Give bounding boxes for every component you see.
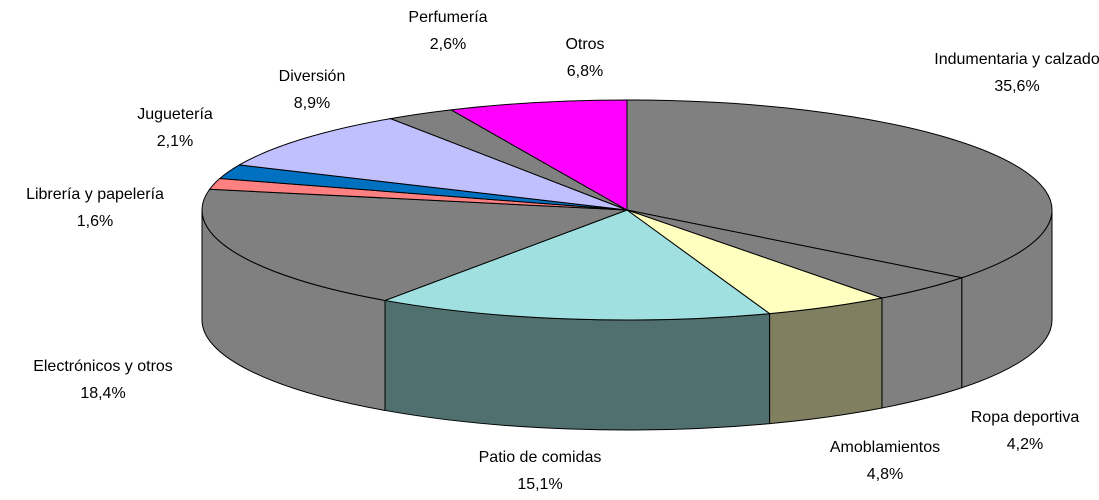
slice: [237, 118, 628, 211]
slice: [201, 188, 628, 301]
slice-label: Ropa deportiva: [971, 409, 1080, 426]
slice: [383, 209, 771, 321]
slice-value-label: 35,6%: [994, 78, 1039, 95]
slice-value-label: 15,1%: [517, 476, 562, 493]
slice-value-label: 2,1%: [157, 133, 193, 150]
slice: [449, 99, 628, 211]
slice-label: Librería y papelería: [26, 186, 164, 203]
slice-value-label: 6,8%: [567, 63, 603, 80]
slice-label: Patio de comidas: [479, 449, 602, 466]
slice-value-label: 1,6%: [77, 213, 113, 230]
slice-label: Indumentaria y calzado: [934, 51, 1099, 68]
slice-label: Otros: [565, 36, 604, 53]
slice-label: Amoblamientos: [830, 439, 940, 456]
slice-value-label: 18,4%: [80, 385, 125, 402]
slice-side: [769, 297, 883, 425]
slice: [626, 99, 1053, 279]
slice-side: [384, 299, 771, 431]
slice-label: Diversión: [279, 68, 346, 85]
slice-value-label: 2,6%: [430, 36, 466, 53]
slice-label: Electrónicos y otros: [33, 358, 173, 375]
slice-label: Perfumería: [408, 9, 487, 26]
slice-value-label: 4,8%: [867, 466, 903, 483]
slice-value-label: 4,2%: [1007, 436, 1043, 453]
slice-label: Juguetería: [137, 106, 213, 123]
slice-value-label: 8,9%: [294, 95, 330, 112]
slice-side: [881, 277, 963, 409]
